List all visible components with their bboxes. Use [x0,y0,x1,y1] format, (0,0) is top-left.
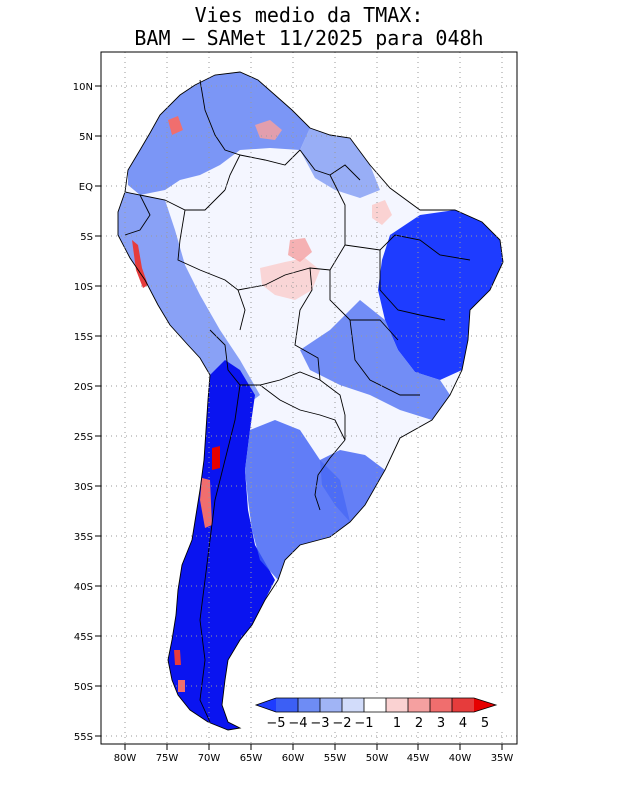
colorbar-swatch [276,698,298,712]
bias-warm-patagonia [174,650,181,665]
bias-warm-colombia [168,116,183,135]
border-brazil-states-2 [344,234,471,261]
lat-label: 35S [74,532,93,543]
bias-warm-amazon-2 [288,238,312,262]
gridlines [101,52,517,744]
lon-label: 55W [324,753,347,764]
lat-label: 20S [74,382,93,393]
colorbar-swatch [298,698,320,712]
lon-label: 60W [282,753,305,764]
lon-label: 45W [407,753,430,764]
bias-warm-north-brazil [372,200,392,225]
map-title-line-2: BAM – SAMet 11/2025 para 048h [134,26,484,50]
bias-warm-amazon [260,258,320,300]
colorbar-label: −3 [310,716,329,731]
colorbar-swatch [452,698,474,712]
map-title-line-1: Vies medio da TMAX: [194,3,424,27]
lat-label: 30S [74,482,93,493]
lon-label: 80W [114,753,137,764]
border-brazil-states-3 [379,250,446,321]
lon-label: 65W [240,753,263,764]
bias-strong-blue-northeast [378,210,503,380]
lat-label: 25S [74,432,93,443]
bias-strong-blue-south [168,360,275,730]
colorbar-label: 3 [437,716,445,731]
colorbar-arrow-high [474,698,496,712]
lon-label: 35W [491,753,514,764]
lat-label: 10S [74,282,93,293]
bias-blue-southeast [320,450,385,522]
colorbar-swatch [320,698,342,712]
bias-blue-central [300,300,450,420]
colorbar-label: 4 [459,716,467,731]
border-argentina-paraguay [259,384,346,441]
colorbar-label: −1 [354,716,373,731]
bias-warm-guiana [255,120,282,140]
latitude-labels: 10N 5N EQ 5S 10S 15S 20S 25S 30S 35S 40S… [73,82,93,743]
border-colombia-venezuela [199,79,241,191]
lat-label: EQ [79,182,93,193]
country-borders [117,71,504,731]
bias-warm-chile-2 [200,478,212,528]
border-bolivia-peru-chile [209,329,321,386]
lat-label: 40S [74,582,93,593]
lat-label: 15S [74,332,93,343]
colorbar-arrow-low [256,698,276,712]
lon-label: 70W [198,753,221,764]
colorbar-swatch [342,698,364,712]
border-peru-brazil [177,209,246,331]
axis-ticks [95,85,503,750]
colorbar-label: 1 [393,716,401,731]
colorbar-outline [254,697,498,713]
colorbar-label: −4 [288,716,307,731]
colorbar-label: −5 [266,716,285,731]
map-frame [100,51,518,745]
colorbar-swatch [364,698,386,712]
bias-blue-guianas [300,128,380,198]
bias-blue-north [128,72,310,195]
bias-blue-andes [118,192,260,410]
lat-label: 55S [74,732,93,743]
coastline [117,71,504,731]
bias-warm-chile-1 [212,446,220,470]
lat-label: 50S [74,682,93,693]
lat-label: 45S [74,632,93,643]
bias-warm-andes-1 [132,240,148,288]
lat-label: 5N [79,132,93,143]
border-ecuador [124,191,151,236]
border-chile-argentina [199,384,241,723]
colorbar-swatch [386,698,408,712]
colorbar-label: 5 [481,716,489,731]
colorbar-legend: −5 −4 −3 −2 −1 1 2 3 4 5 [252,694,506,731]
lon-label: 75W [156,753,179,764]
border-paraguay-brazil [319,379,346,440]
lon-label: 40W [449,753,472,764]
bias-blue-argentina [245,420,350,580]
colorbar-swatch [430,698,452,712]
border-bolivia-brazil [237,267,321,381]
border-brazil-states-5 [349,319,420,396]
colorbar-label: 2 [415,716,423,731]
lat-label: 10N [73,82,93,93]
lat-label: 5S [80,232,93,243]
colorbar-swatch [408,698,430,712]
colorbar-label: −2 [332,716,351,731]
lon-label: 50W [366,753,389,764]
longitude-labels: 80W 75W 70W 65W 60W 55W 50W 45W 40W 35W [114,753,514,764]
